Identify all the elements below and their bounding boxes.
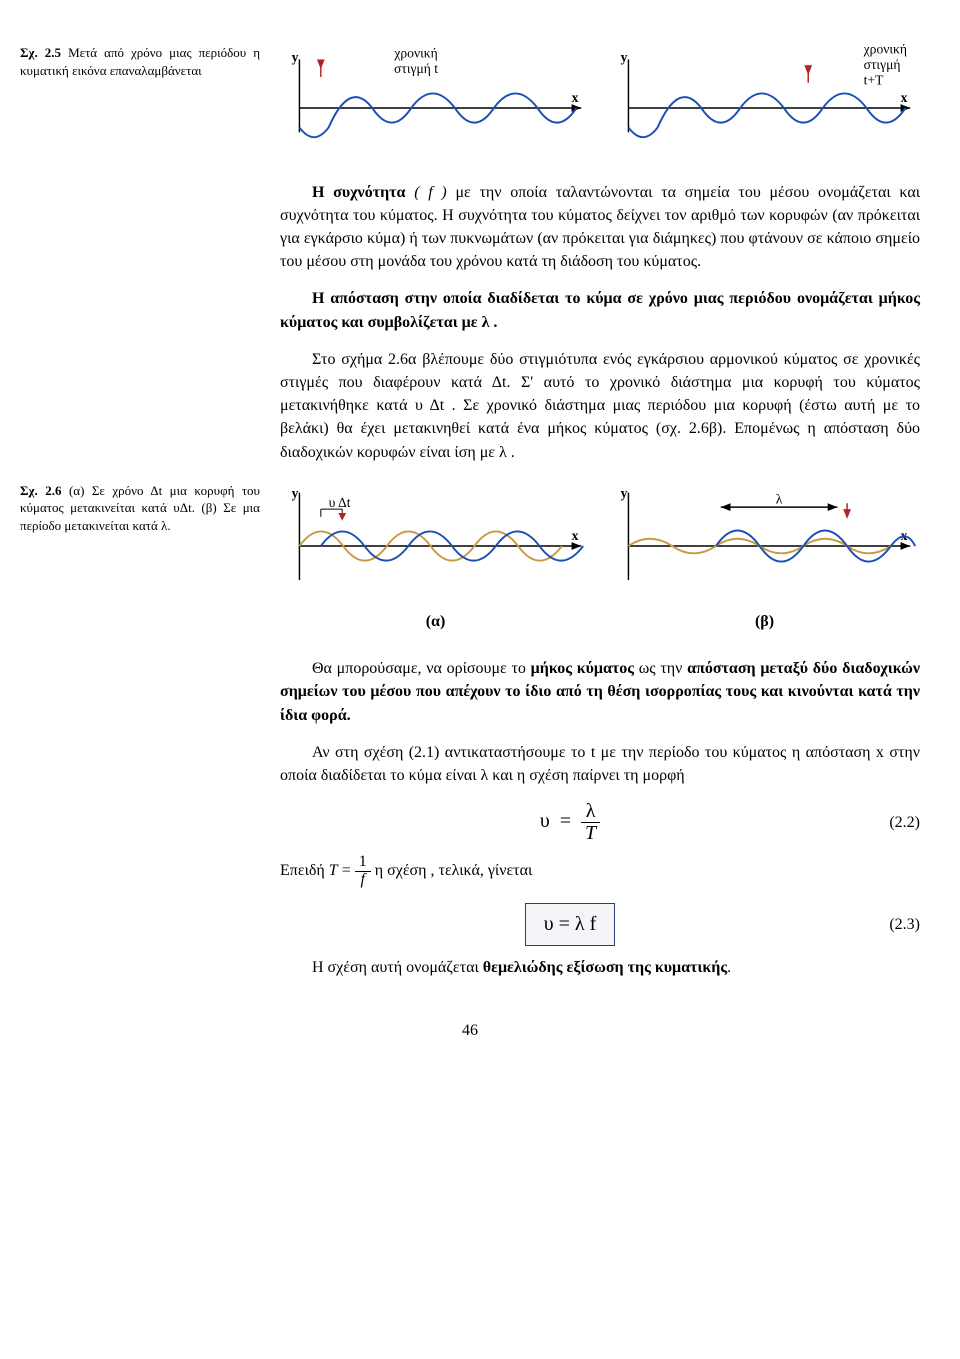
eq22-lhs: υ xyxy=(540,810,550,832)
fig-2-6-panels: y x υ Δt (α) xyxy=(280,478,920,634)
para-frequency: Η συχνότητα ( f ) με την οποία ταλαντώνο… xyxy=(280,181,920,274)
para-fundamental: Η σχέση αυτή ονομάζεται θεμελιώδης εξίσω… xyxy=(280,956,920,979)
fig-2-6-right: y x λ (β) xyxy=(609,478,920,634)
page-number: 46 xyxy=(20,1019,920,1042)
fig-2-5-left-svg: y x χρονική στιγμή t xyxy=(280,40,591,157)
wave-path xyxy=(628,93,905,137)
y-label: y xyxy=(292,485,299,500)
p6a: Επειδή xyxy=(280,862,329,879)
para1-lead: Η συχνότητα xyxy=(312,184,414,201)
fig-2-5-left: y x χρονική στιγμή t xyxy=(280,40,591,157)
x-label: x xyxy=(572,90,579,105)
top-label-line3: t+T xyxy=(864,73,884,88)
para-fig26-explain: Στο σχήμα 2.6α βλέπουμε δύο στιγμιότυπα … xyxy=(280,348,920,464)
arrow-left-icon xyxy=(721,503,731,511)
p7b: θεμελιώδης εξίσωση της κυματικής xyxy=(483,959,727,976)
p7c: . xyxy=(727,959,731,976)
eq-2-2-number: (2.2) xyxy=(860,811,920,834)
fig-2-5-right: y x χρονική στιγμή t+T xyxy=(609,40,920,157)
fig-2-6-ref: Σχ. 2.6 xyxy=(20,483,61,498)
equation-2-2: υ = λ T (2.2) xyxy=(280,801,920,844)
p6b: η σχέση , τελικά, γίνεται xyxy=(371,862,533,879)
y-label: y xyxy=(621,485,628,500)
fig-2-6-left: y x υ Δt (α) xyxy=(280,478,591,634)
top-label-line1: χρονική xyxy=(863,42,907,57)
fig-2-6-caption: Σχ. 2.6 (α) Σε χρόνο Δt μια κο­ρυφή του … xyxy=(20,478,260,535)
fig-2-6-right-svg: y x λ xyxy=(609,478,920,604)
p6num: 1 xyxy=(355,854,371,872)
note: υ Δt xyxy=(329,495,351,510)
p4a: Θα μπορούσαμε, να ορίσουμε το xyxy=(312,660,531,677)
para-since-T: Επειδή T = 1f η σχέση , τελικά, γίνεται xyxy=(280,854,920,889)
p6T: T xyxy=(329,862,338,879)
eq-2-2-formula: υ = λ T xyxy=(280,801,860,844)
body-text-2: Θα μπορούσαμε, να ορίσουμε το μήκος κύμα… xyxy=(280,657,920,979)
fig-2-5-ref: Σχ. 2.5 xyxy=(20,45,61,60)
eq-2-3-number: (2.3) xyxy=(860,913,920,936)
arrow-right-icon xyxy=(828,503,838,511)
x-label: x xyxy=(572,528,579,543)
eq22-num: λ xyxy=(581,801,600,823)
x-label: x xyxy=(901,90,908,105)
p7a: Η σχέση αυτή ονομάζεται xyxy=(312,959,483,976)
top-label-line2: στιγμή t xyxy=(394,61,438,76)
para1-fsym: ( f ) xyxy=(414,184,447,201)
para-wavelength-def: Η απόσταση στην οποία διαδίδεται το κύμα… xyxy=(280,287,920,333)
body-text-1: Η συχνότητα ( f ) με την οποία ταλαντώνο… xyxy=(280,181,920,464)
fig-2-5-panels: y x χρονική στιγμή t y x xyxy=(280,40,920,157)
note: λ xyxy=(776,491,783,506)
p6den: f xyxy=(355,872,371,889)
y-label: y xyxy=(621,49,628,64)
fig-2-5-caption: Σχ. 2.5 Μετά από χρόνο μιας περιόδου η κ… xyxy=(20,40,260,79)
top-label-line2: στιγμή xyxy=(864,57,901,72)
eq-2-3-formula: υ = λ f xyxy=(525,903,616,946)
red-arrow-icon xyxy=(338,513,346,521)
y-label: y xyxy=(292,49,299,64)
p6eq: = xyxy=(338,862,355,879)
fig-2-6-right-sub: (β) xyxy=(609,610,920,633)
p4b: μήκος κύματος xyxy=(531,660,634,677)
fig-2-5-row: Σχ. 2.5 Μετά από χρόνο μιας περιόδου η κ… xyxy=(20,40,920,157)
fig-2-6-left-sub: (α) xyxy=(280,610,591,633)
fig-2-6-row: Σχ. 2.6 (α) Σε χρόνο Δt μια κο­ρυφή του … xyxy=(20,478,920,634)
p4c: ως την xyxy=(634,660,687,677)
fig-2-6-left-svg: y x υ Δt xyxy=(280,478,591,604)
fig-2-5-right-svg: y x χρονική στιγμή t+T xyxy=(609,40,920,157)
equation-2-3: υ = λ f (2.3) xyxy=(280,903,920,946)
para-wavelength-alt-def: Θα μπορούσαμε, να ορίσουμε το μήκος κύμα… xyxy=(280,657,920,727)
para-substitution: Αν στη σχέση (2.1) αντικαταστήσουμε το t… xyxy=(280,741,920,787)
wave-path xyxy=(299,93,576,137)
top-label-line1: χρονική xyxy=(393,45,437,60)
eq22-den: T xyxy=(581,823,600,844)
